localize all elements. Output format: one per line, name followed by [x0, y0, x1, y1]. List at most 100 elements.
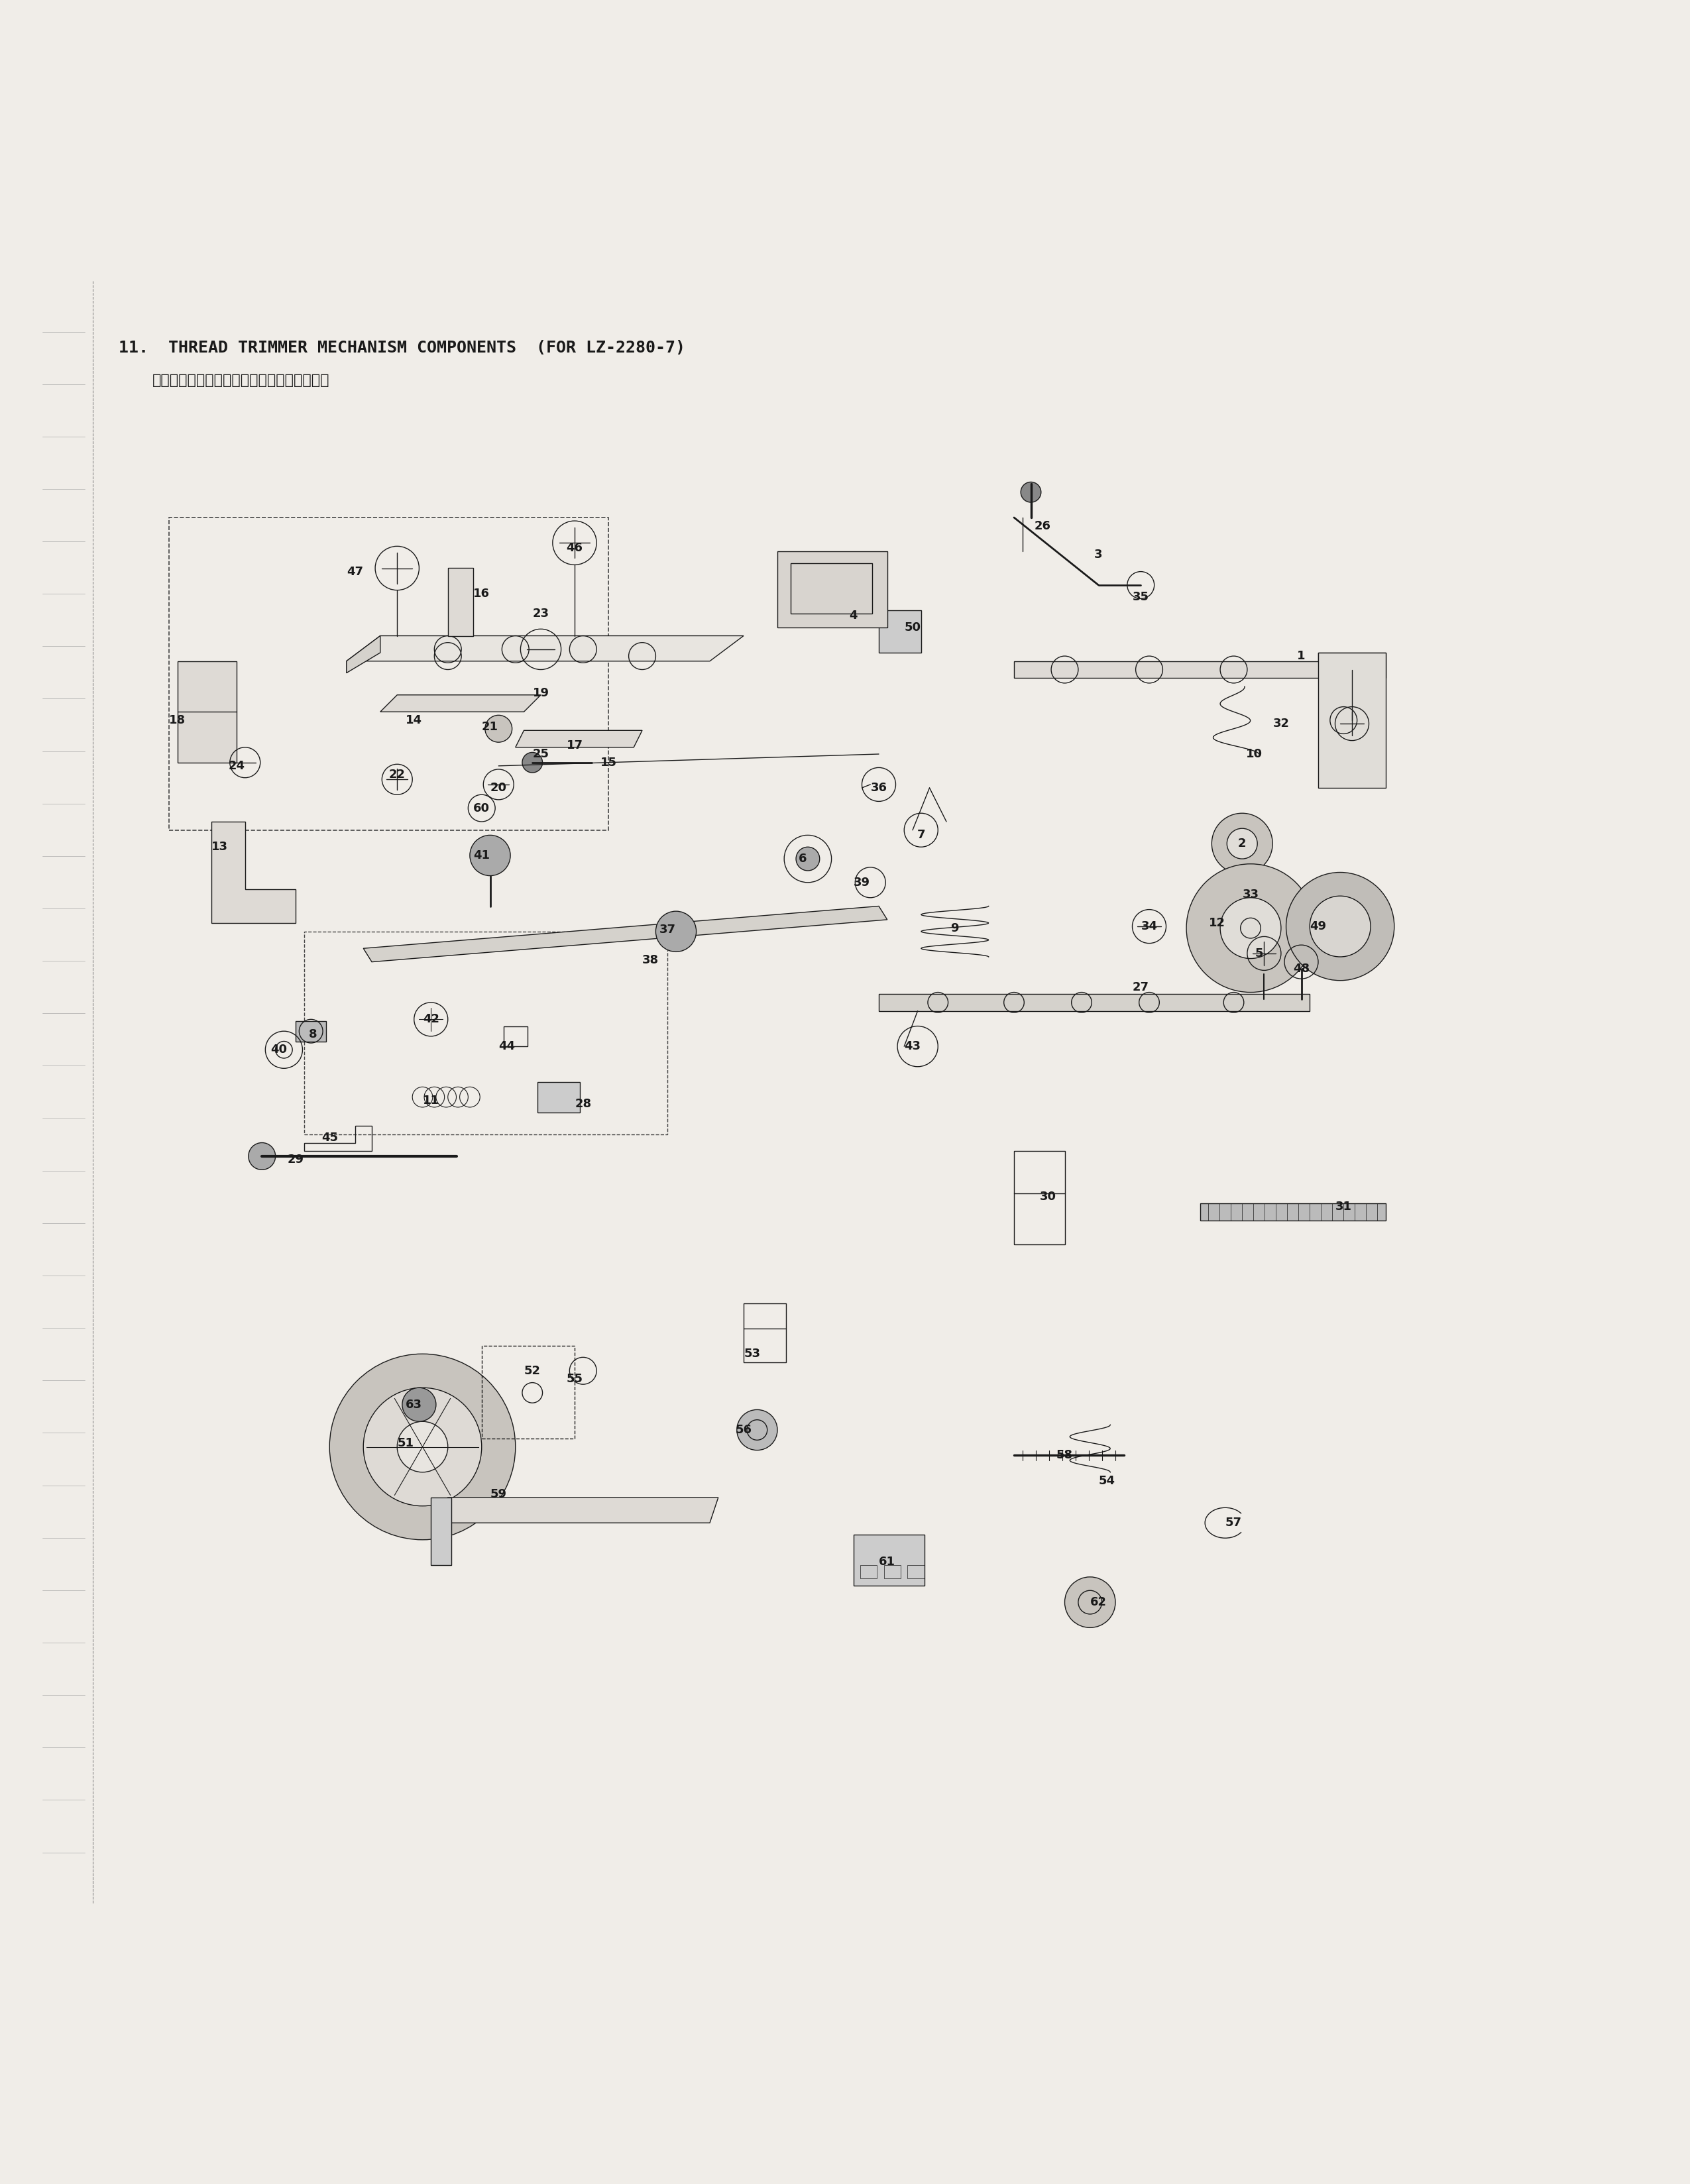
Text: 1: 1	[1298, 651, 1305, 662]
Text: 53: 53	[744, 1348, 760, 1361]
Text: 45: 45	[321, 1131, 338, 1144]
Text: 6: 6	[799, 854, 806, 865]
Circle shape	[402, 1387, 436, 1422]
Text: 糸切り関係（ＬＸ－２２８０－７専用部品）: 糸切り関係（ＬＸ－２２８０－７専用部品）	[152, 373, 330, 387]
Bar	[1014, 1151, 1065, 1245]
Text: 41: 41	[473, 850, 490, 860]
Circle shape	[1286, 871, 1394, 981]
Text: 59: 59	[490, 1487, 507, 1500]
Bar	[879, 612, 921, 653]
Bar	[448, 568, 473, 636]
Text: 54: 54	[1098, 1474, 1115, 1487]
Circle shape	[1186, 865, 1315, 992]
Text: 37: 37	[659, 924, 676, 935]
Bar	[860, 1566, 877, 1579]
Text: 9: 9	[951, 922, 958, 935]
Text: 55: 55	[566, 1374, 583, 1385]
Text: 20: 20	[490, 782, 507, 793]
Bar	[504, 1026, 527, 1046]
Circle shape	[656, 911, 696, 952]
Bar	[744, 1304, 786, 1363]
Circle shape	[248, 1142, 275, 1171]
Text: 62: 62	[1090, 1597, 1107, 1607]
Polygon shape	[1318, 653, 1386, 788]
Text: 57: 57	[1225, 1518, 1242, 1529]
Text: 27: 27	[1132, 981, 1149, 994]
Text: 58: 58	[1056, 1450, 1073, 1461]
Circle shape	[522, 751, 542, 773]
Polygon shape	[879, 994, 1310, 1011]
Text: 34: 34	[1141, 919, 1158, 933]
Circle shape	[485, 714, 512, 743]
Text: 50: 50	[904, 622, 921, 633]
Text: 13: 13	[211, 841, 228, 854]
Circle shape	[1220, 898, 1281, 959]
Circle shape	[363, 1387, 482, 1507]
Text: 30: 30	[1039, 1190, 1056, 1203]
Text: 46: 46	[566, 542, 583, 555]
Text: 38: 38	[642, 954, 659, 965]
Circle shape	[1065, 1577, 1115, 1627]
Bar	[304, 933, 668, 1133]
Text: 51: 51	[397, 1437, 414, 1450]
Text: 10: 10	[1246, 749, 1262, 760]
Text: 47: 47	[346, 566, 363, 577]
Bar	[431, 1498, 451, 1566]
Polygon shape	[1014, 653, 1386, 677]
Text: 24: 24	[228, 760, 245, 771]
Text: 5: 5	[1256, 948, 1262, 959]
Text: 8: 8	[309, 1029, 316, 1040]
Text: 4: 4	[850, 609, 857, 622]
Text: 60: 60	[473, 802, 490, 815]
Text: 61: 61	[879, 1555, 896, 1568]
Bar	[791, 563, 872, 614]
Polygon shape	[211, 821, 296, 924]
Text: 19: 19	[532, 688, 549, 699]
Polygon shape	[363, 906, 887, 961]
Circle shape	[397, 1422, 448, 1472]
Polygon shape	[346, 636, 380, 673]
Text: 29: 29	[287, 1153, 304, 1166]
Polygon shape	[177, 662, 237, 762]
Text: 2: 2	[1239, 839, 1246, 850]
Bar	[884, 1566, 901, 1579]
Text: 11.  THREAD TRIMMER MECHANISM COMPONENTS  (FOR LZ-2280-7): 11. THREAD TRIMMER MECHANISM COMPONENTS …	[118, 341, 684, 356]
Text: 28: 28	[575, 1099, 592, 1109]
Circle shape	[1310, 895, 1371, 957]
Text: 63: 63	[406, 1398, 422, 1411]
Text: 18: 18	[169, 714, 186, 727]
Text: 43: 43	[904, 1040, 921, 1053]
Text: 40: 40	[270, 1044, 287, 1055]
Bar	[853, 1535, 924, 1586]
Bar	[169, 518, 608, 830]
Bar	[777, 550, 887, 627]
Text: 35: 35	[1132, 592, 1149, 603]
Bar	[537, 1081, 580, 1112]
Text: 31: 31	[1335, 1201, 1352, 1212]
Text: 44: 44	[499, 1040, 515, 1053]
Text: 42: 42	[422, 1013, 439, 1024]
Text: 39: 39	[853, 876, 870, 889]
Text: 32: 32	[1273, 719, 1289, 729]
Text: 26: 26	[1034, 520, 1051, 533]
Bar	[908, 1566, 924, 1579]
Circle shape	[1212, 812, 1273, 874]
Text: 56: 56	[735, 1424, 752, 1435]
Polygon shape	[346, 636, 744, 662]
Text: 16: 16	[473, 587, 490, 598]
Circle shape	[1021, 483, 1041, 502]
Polygon shape	[380, 695, 541, 712]
Text: 49: 49	[1310, 919, 1327, 933]
Text: 7: 7	[918, 830, 924, 841]
Text: 52: 52	[524, 1365, 541, 1376]
Circle shape	[330, 1354, 515, 1540]
Text: 48: 48	[1293, 963, 1310, 974]
Polygon shape	[1200, 1203, 1386, 1221]
Text: 12: 12	[1208, 917, 1225, 928]
Text: 33: 33	[1242, 889, 1259, 900]
Text: 11: 11	[422, 1094, 439, 1107]
Bar	[296, 1022, 326, 1042]
Text: 25: 25	[532, 749, 549, 760]
Circle shape	[737, 1409, 777, 1450]
Text: 21: 21	[482, 721, 499, 734]
